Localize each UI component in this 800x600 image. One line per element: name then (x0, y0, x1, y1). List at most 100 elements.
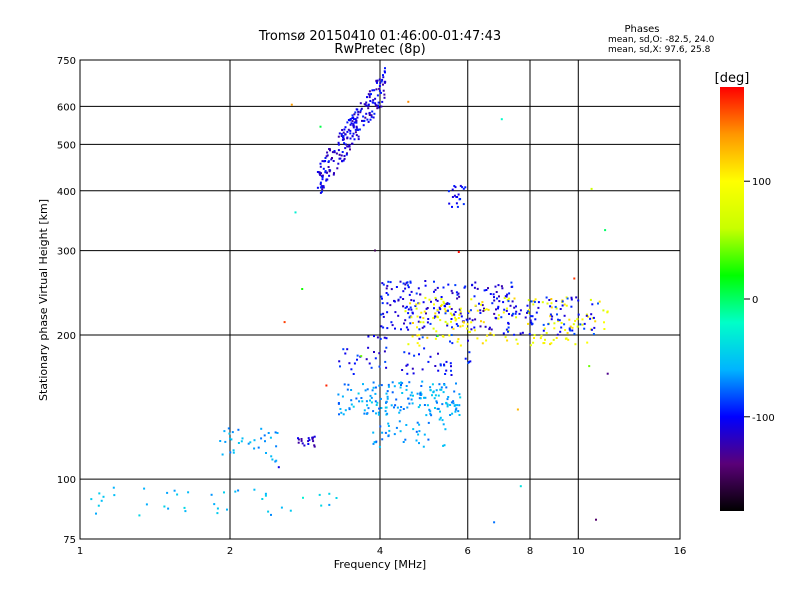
data-point (497, 284, 500, 287)
data-point (352, 118, 355, 121)
data-point (386, 327, 389, 330)
data-point (385, 292, 388, 294)
data-point (570, 298, 573, 301)
data-point (381, 282, 384, 285)
data-point (537, 301, 540, 304)
data-point (542, 323, 545, 326)
data-point (423, 396, 425, 399)
data-point (395, 426, 398, 429)
data-point (333, 150, 336, 152)
data-point (405, 305, 408, 308)
data-point (226, 508, 228, 511)
data-point (452, 400, 455, 403)
data-point (458, 393, 461, 396)
data-point (500, 285, 503, 288)
data-point (436, 334, 439, 337)
data-point (380, 407, 383, 409)
data-point (311, 438, 314, 441)
data-point (301, 288, 304, 290)
data-point (143, 487, 146, 490)
data-point (333, 172, 335, 175)
data-point (436, 315, 439, 318)
data-point (473, 295, 476, 298)
data-point (418, 442, 420, 445)
data-point (415, 439, 418, 442)
data-point (219, 440, 222, 442)
data-point (436, 407, 439, 410)
data-point (423, 310, 426, 313)
x-tick-label: 1 (77, 546, 83, 557)
data-point (442, 391, 445, 394)
data-point (213, 503, 216, 506)
data-point (577, 299, 580, 302)
data-point (379, 82, 382, 85)
data-point (473, 326, 476, 329)
data-point (346, 348, 349, 351)
data-point (564, 329, 567, 331)
data-point (380, 313, 383, 316)
data-point (399, 430, 402, 433)
data-point (349, 129, 352, 132)
data-point (386, 395, 389, 398)
data-point (372, 101, 375, 104)
data-point (528, 308, 530, 311)
data-point (391, 381, 394, 384)
data-point (323, 160, 326, 163)
data-point (379, 337, 382, 340)
data-point (326, 178, 329, 181)
colorbar-tick-label: -100 (752, 413, 775, 424)
data-point (396, 406, 399, 409)
data-point (559, 330, 562, 333)
data-point (95, 512, 97, 515)
data-point (269, 436, 272, 439)
cluster-f-mid (338, 334, 472, 376)
data-point (382, 83, 384, 86)
data-point (374, 249, 376, 252)
data-point (493, 296, 495, 299)
y-axis-label: Stationary phase Virtual Height [km] (37, 199, 50, 401)
data-point (406, 406, 409, 409)
data-point (458, 295, 461, 298)
data-point (497, 314, 500, 317)
data-point (507, 300, 510, 303)
data-point (378, 87, 381, 90)
data-point (332, 160, 335, 162)
data-point (386, 412, 389, 415)
data-point (606, 311, 609, 314)
data-point (354, 118, 357, 121)
data-point (433, 290, 435, 293)
data-point (555, 307, 558, 310)
data-point (560, 326, 563, 329)
data-point (432, 390, 435, 393)
data-point (526, 310, 529, 313)
data-point (448, 302, 451, 305)
data-point (332, 173, 335, 176)
data-point (406, 372, 409, 375)
data-point (433, 397, 436, 400)
phases-title: Phases (624, 24, 659, 35)
data-point (493, 299, 496, 302)
data-point (603, 321, 605, 324)
data-point (344, 126, 347, 129)
data-point (516, 408, 519, 411)
data-point (408, 402, 411, 405)
data-point (330, 158, 333, 161)
cluster-f1-o (337, 380, 462, 417)
y-tick-label: 200 (57, 331, 76, 342)
data-point (331, 157, 333, 159)
data-point (422, 317, 425, 320)
data-point (264, 494, 267, 497)
data-point (459, 325, 462, 328)
data-point (327, 166, 330, 168)
data-point (456, 205, 459, 208)
data-point (529, 315, 532, 318)
data-point (397, 299, 400, 302)
data-point (308, 439, 311, 441)
data-point (506, 307, 508, 310)
data-point (463, 286, 466, 289)
data-point (398, 420, 401, 423)
data-point (513, 297, 516, 300)
data-point (373, 335, 375, 338)
data-point (434, 365, 437, 367)
data-point (466, 323, 469, 326)
